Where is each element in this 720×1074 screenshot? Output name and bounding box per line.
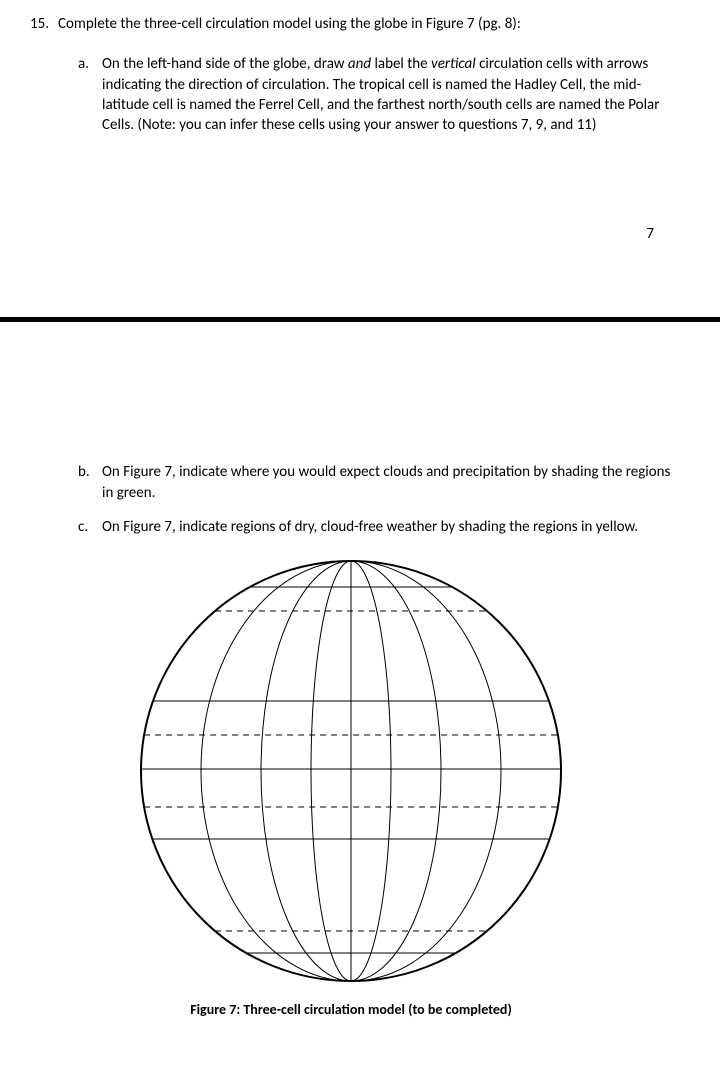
figure-caption: Figure 7: Three-cell circulation model (…: [190, 1001, 512, 1018]
subquestion-b: b. On Figure 7, indicate where you would…: [78, 462, 672, 503]
sub-c-text: On Figure 7, indicate regions of dry, cl…: [102, 518, 638, 536]
page-upper-section: 15.Complete the three-cell circulation m…: [0, 0, 720, 285]
subquestion-list: a. On the left-hand side of the globe, d…: [78, 54, 672, 135]
page-number: 7: [646, 225, 654, 243]
page: 15.Complete the three-cell circulation m…: [0, 0, 720, 1038]
sub-b-text: On Figure 7, indicate where you would ex…: [102, 463, 670, 501]
sub-a-em-2: vertical: [431, 55, 476, 73]
figure-7: Figure 7: Three-cell circulation model (…: [30, 551, 672, 1018]
sub-a-text-1: On the left-hand side of the globe, draw: [102, 55, 348, 73]
sub-a-text-2: label the: [371, 55, 431, 73]
globe-diagram: [111, 551, 591, 991]
subquestion-c: c. On Figure 7, indicate regions of dry,…: [78, 517, 672, 537]
question-prompt: Complete the three-cell circulation mode…: [58, 15, 521, 33]
page-lower-section: b. On Figure 7, indicate where you would…: [0, 322, 720, 1038]
page-number-row: 7: [30, 225, 672, 285]
question-15: 15.Complete the three-cell circulation m…: [30, 14, 672, 34]
sub-letter-a: a.: [78, 54, 89, 74]
sub-letter-c: c.: [78, 517, 88, 537]
subquestion-list-continued: b. On Figure 7, indicate where you would…: [78, 462, 672, 537]
sub-a-em-1: and: [348, 55, 371, 73]
sub-letter-b: b.: [78, 462, 90, 482]
subquestion-a: a. On the left-hand side of the globe, d…: [78, 54, 672, 135]
question-number: 15.: [30, 14, 58, 34]
